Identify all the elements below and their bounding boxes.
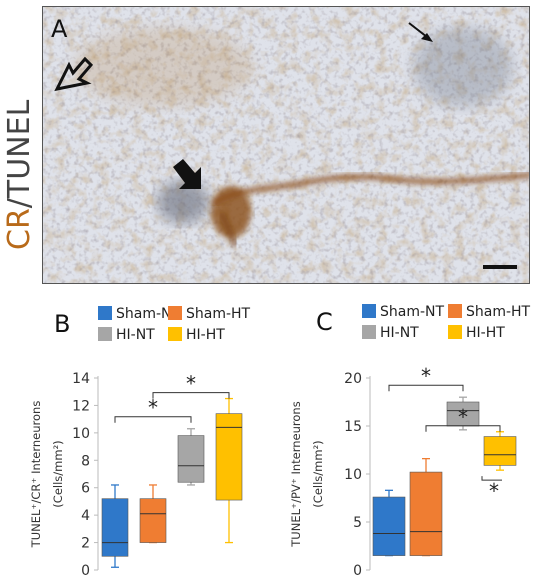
box-1 [139, 498, 167, 543]
y-tick-label: 20 [344, 371, 362, 387]
sig-star-0: * [421, 364, 431, 388]
y-axis-label: TUNEL⁺/PV⁺ Interneurons [289, 401, 303, 547]
filled-arrow-icon [173, 159, 201, 189]
legend-label-2: HI-NT [116, 327, 155, 343]
side-label-cr: CR [2, 208, 37, 250]
box-1 [409, 471, 443, 556]
sig-bracket-2 [481, 476, 502, 481]
y-tick-label: 0 [353, 563, 362, 579]
legend-swatch-2 [362, 325, 376, 339]
box-3 [215, 413, 243, 501]
legend-label-2: HI-NT [380, 325, 419, 341]
thin-arrow-icon [408, 22, 433, 42]
panel-letter-c: C [316, 308, 333, 336]
y-tick-label: 14 [72, 371, 90, 387]
y-axis-label: TUNEL⁺/CR⁺ Interneurons [29, 401, 43, 549]
sig-bracket-1 [425, 425, 501, 432]
legend-label-0: Sham-NT [116, 306, 181, 322]
y-tick-label: 4 [81, 508, 90, 524]
charts-area: B Sham-NT Sham-HT HI-NT HI-HT 0 2 4 6 8 10 12 14 TUNE… [29, 304, 531, 579]
side-label: CR/TUNEL [2, 60, 37, 250]
legend-label-3: HI-HT [466, 325, 505, 341]
box-3 [483, 436, 517, 466]
box-2 [446, 401, 480, 427]
y-tick-label: 10 [344, 467, 362, 483]
legend-swatch-3 [448, 325, 462, 339]
legend-swatch-3 [168, 327, 182, 341]
y-tick-label: 0 [81, 563, 90, 579]
y-tick-label: 6 [81, 481, 90, 497]
panel-letter-a: A [51, 15, 68, 43]
y-tick-label: 8 [81, 453, 90, 469]
legend-swatch-1 [168, 306, 182, 320]
sig-bracket-1 [152, 392, 230, 399]
legend-swatch-0 [98, 306, 112, 320]
sig-star-1: * [186, 372, 196, 396]
legend-swatch-2 [98, 327, 112, 341]
annotation-arrows [54, 22, 517, 269]
sig-bracket-0 [388, 384, 464, 392]
y-tick-label: 10 [72, 426, 90, 442]
box-0 [101, 498, 129, 557]
chart-c: C Sham-NT Sham-HT HI-NT HI-HT 0 5 10 15 20 TUNEL⁺/… [289, 304, 531, 579]
open-arrow-icon [54, 56, 94, 92]
y-tick-label: 12 [72, 398, 90, 414]
micrograph-image [43, 7, 529, 283]
y-tick-label: 15 [344, 419, 362, 435]
chart-b: B Sham-NT Sham-HT HI-NT HI-HT 0 2 4 6 8 10 12 14 TUNE… [29, 306, 251, 579]
legend-label-3: HI-HT [186, 327, 225, 343]
y-axis-label-units: (Cells/mm²) [51, 440, 65, 507]
y-tick-label: 5 [353, 515, 362, 531]
legend-swatch-1 [448, 304, 462, 318]
legend-label-0: Sham-NT [380, 304, 445, 320]
scale-bar [483, 265, 517, 269]
micrograph-panel: A [42, 6, 530, 284]
sig-star-2: * [489, 479, 499, 503]
box-2 [177, 435, 205, 483]
sig-star-0: * [148, 396, 158, 420]
side-label-tunel: /TUNEL [2, 99, 37, 209]
panel-letter-b: B [54, 310, 70, 338]
y-axis-label-units: (Cells/mm²) [311, 440, 325, 507]
box-0 [372, 496, 406, 556]
legend-label-1: Sham-HT [186, 306, 251, 322]
sig-star-1: * [458, 405, 468, 429]
legend-label-1: Sham-HT [466, 304, 531, 320]
legend-swatch-0 [362, 304, 376, 318]
sig-bracket-0 [114, 416, 192, 423]
y-tick-label: 2 [81, 536, 90, 552]
